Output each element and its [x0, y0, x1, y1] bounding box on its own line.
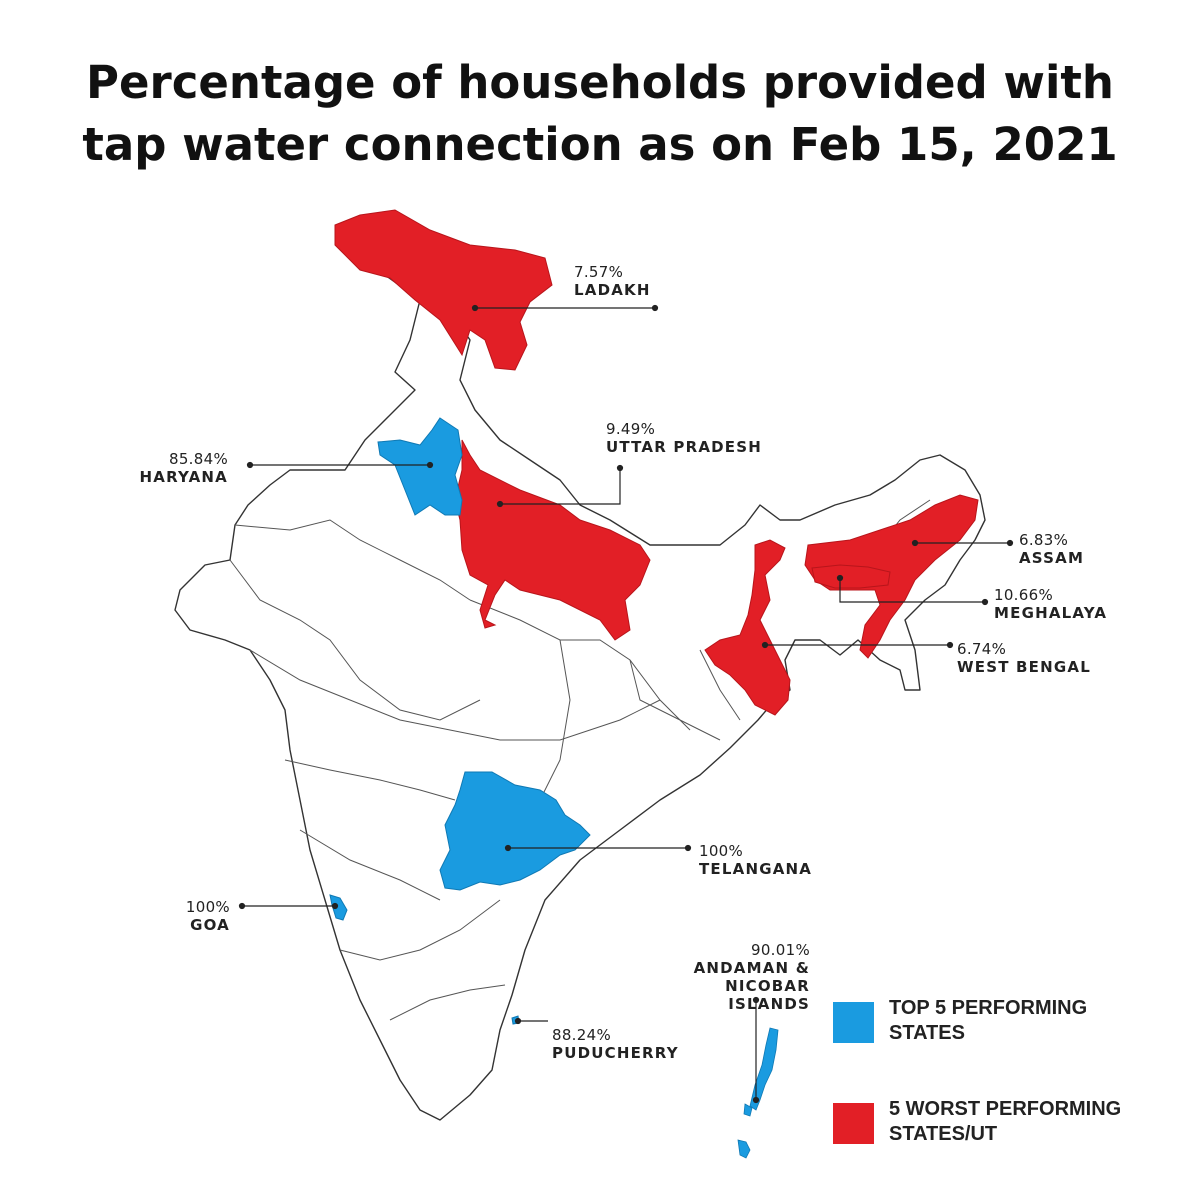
- value-andaman-nicobar: 90.01%: [751, 941, 810, 959]
- region-telangana: [439, 771, 591, 891]
- legend-worst-text: 5 WORST PERFORMING STATES/UT: [889, 1097, 1189, 1147]
- title-line-1: Percentage of households provided with: [86, 56, 1114, 109]
- value-ladakh: 7.57%: [574, 263, 624, 281]
- name-telangana: TELANGANA: [699, 860, 813, 878]
- name-uttar-pradesh: UTTAR PRADESH: [606, 438, 763, 456]
- legend-worst-line-1: 5 WORST PERFORMING: [889, 1098, 1122, 1120]
- value-assam: 6.83%: [1019, 531, 1069, 549]
- label-goa: 100% GOA: [130, 898, 230, 934]
- name-ladakh: LADAKH: [574, 281, 651, 299]
- value-haryana: 85.84%: [169, 450, 228, 468]
- label-telangana: 100% TELANGANA: [699, 842, 812, 878]
- name-andaman-nicobar-line-2: NICOBAR ISLANDS: [725, 977, 810, 1013]
- region-west-bengal: [704, 539, 791, 716]
- label-uttar-pradesh: 9.49% UTTAR PRADESH: [606, 420, 762, 456]
- legend-top-line-1: TOP 5 PERFORMING: [889, 997, 1088, 1019]
- leader-lines: [238, 304, 1014, 1104]
- region-meghalaya: [811, 564, 891, 589]
- label-meghalaya: 10.66% MEGHALAYA: [994, 586, 1107, 622]
- title-line-2: tap water connection as on Feb 15, 2021: [82, 118, 1118, 171]
- region-ladakh-jk: [334, 209, 553, 371]
- label-andaman-nicobar: 90.01% ANDAMAN & NICOBAR ISLANDS: [640, 941, 810, 1013]
- value-west-bengal: 6.74%: [957, 640, 1007, 658]
- legend-top-line-2: STATES: [889, 1022, 965, 1044]
- label-puducherry: 88.24% PUDUCHERRY: [552, 1026, 679, 1062]
- label-assam: 6.83% ASSAM: [1019, 531, 1084, 567]
- value-uttar-pradesh: 9.49%: [606, 420, 656, 438]
- name-haryana: HARYANA: [139, 468, 228, 486]
- label-haryana: 85.84% HARYANA: [100, 450, 228, 486]
- region-goa: [329, 894, 348, 921]
- legend-top-text: TOP 5 PERFORMING STATES: [889, 996, 1189, 1046]
- legend-swatch-red: [833, 1103, 874, 1144]
- label-west-bengal: 6.74% WEST BENGAL: [957, 640, 1091, 676]
- value-telangana: 100%: [699, 842, 744, 860]
- region-andaman-nicobar: [737, 1027, 779, 1159]
- india-outline: [174, 269, 986, 1121]
- name-meghalaya: MEGHALAYA: [994, 604, 1108, 622]
- region-uttar-pradesh: [454, 439, 651, 641]
- name-assam: ASSAM: [1019, 549, 1085, 567]
- name-andaman-nicobar-line-1: ANDAMAN &: [693, 959, 810, 977]
- region-assam: [804, 494, 979, 659]
- name-puducherry: PUDUCHERRY: [552, 1044, 679, 1062]
- map-title: Percentage of households provided with t…: [0, 52, 1200, 176]
- name-goa: GOA: [190, 916, 230, 934]
- legend-worst-line-2: STATES/UT: [889, 1123, 998, 1145]
- value-goa: 100%: [185, 898, 230, 916]
- region-haryana: [377, 417, 463, 516]
- legend-swatch-blue: [833, 1002, 874, 1043]
- name-west-bengal: WEST BENGAL: [957, 658, 1091, 676]
- state-borders: [229, 499, 931, 1021]
- label-ladakh: 7.57% LADAKH: [574, 263, 651, 299]
- value-meghalaya: 10.66%: [994, 586, 1053, 604]
- value-puducherry: 88.24%: [552, 1026, 611, 1044]
